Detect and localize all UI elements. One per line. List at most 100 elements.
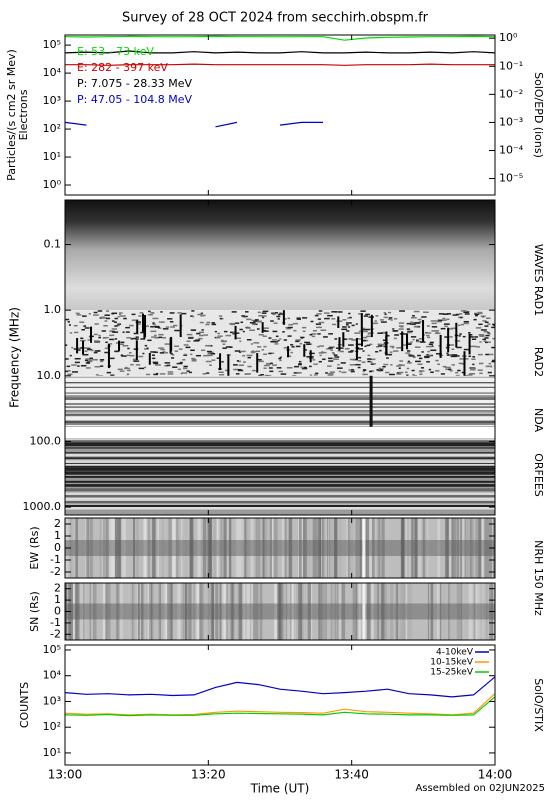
- stripe: [418, 518, 421, 578]
- stripe: [338, 518, 342, 578]
- speckle: [293, 329, 297, 332]
- speckle: [479, 341, 482, 343]
- stripe: [250, 518, 254, 578]
- speckle: [129, 354, 135, 357]
- stripe: [442, 583, 446, 640]
- y-tick-label: 10.0: [37, 369, 62, 382]
- speckle: [272, 330, 278, 333]
- speckle: [190, 329, 197, 331]
- speckle: [405, 343, 412, 346]
- stripe: [124, 518, 127, 578]
- speckle: [238, 364, 244, 366]
- speckle: [362, 327, 366, 330]
- speckle: [246, 327, 251, 329]
- stripe: [485, 518, 487, 578]
- x-tick-label: 13:40: [334, 768, 369, 782]
- stripe: [408, 583, 413, 640]
- speckle: [410, 336, 417, 338]
- speckle: [365, 313, 370, 316]
- speckle: [318, 310, 323, 312]
- band: [65, 506, 495, 510]
- panel-frame: [64, 34, 496, 196]
- speckle: [309, 365, 312, 368]
- stripe: [246, 518, 250, 578]
- speckle: [203, 334, 209, 336]
- speckle: [338, 311, 343, 313]
- speckle: [197, 337, 203, 340]
- speckle: [428, 368, 432, 371]
- stripe: [189, 518, 193, 578]
- stripe: [138, 583, 140, 640]
- right-label: NRH 150 MHz: [532, 540, 545, 616]
- speckle: [174, 350, 179, 352]
- speckle: [154, 326, 161, 328]
- stripe: [191, 583, 193, 640]
- speckle: [172, 366, 178, 368]
- stripe: [115, 518, 117, 578]
- speckle: [396, 365, 401, 367]
- speckle: [417, 326, 420, 328]
- speckle: [414, 346, 421, 348]
- stripe: [409, 518, 412, 578]
- speckle: [257, 311, 261, 314]
- stripe: [161, 583, 165, 640]
- speckle: [270, 320, 274, 322]
- speckle: [459, 313, 463, 315]
- speckle: [449, 336, 453, 338]
- speckle: [170, 326, 175, 328]
- speckle: [477, 311, 483, 314]
- speckle: [375, 315, 379, 317]
- speckle: [176, 362, 183, 365]
- speckle: [344, 348, 350, 350]
- speckle: [358, 313, 363, 315]
- speckle: [152, 357, 156, 360]
- speckle: [268, 337, 272, 339]
- stripe: [105, 583, 109, 640]
- stripe: [341, 583, 345, 640]
- speckle: [167, 373, 174, 375]
- speckle: [158, 321, 165, 323]
- speckle: [258, 360, 264, 363]
- burst: [401, 331, 404, 352]
- right-label: SolO/EPD (ions): [532, 72, 545, 158]
- speckle: [393, 337, 397, 340]
- y-tick-label: 10¹: [43, 150, 61, 163]
- stripe: [196, 583, 200, 640]
- speckle: [283, 347, 288, 349]
- speckle: [280, 373, 287, 375]
- speckle: [378, 345, 383, 347]
- legend-label: P: 7.075 - 28.33 MeV: [77, 77, 193, 90]
- speckle: [180, 372, 183, 375]
- speckle: [110, 343, 113, 345]
- y-tick-label: 10⁰: [43, 178, 62, 191]
- speckle: [279, 356, 282, 359]
- speckle: [323, 312, 330, 314]
- speckle: [261, 349, 265, 351]
- speckle: [412, 356, 416, 358]
- speckle: [370, 361, 373, 363]
- stripe: [150, 583, 153, 640]
- y-tick-label: 10¹: [43, 746, 61, 759]
- speckle: [406, 331, 412, 334]
- speckle: [71, 364, 77, 366]
- speckle: [362, 350, 365, 352]
- y-tick-label: 2: [54, 582, 61, 595]
- speckle: [301, 367, 308, 370]
- stripe: [274, 583, 278, 640]
- speckle: [263, 367, 267, 370]
- speckle: [372, 322, 379, 325]
- speckle: [437, 319, 443, 322]
- speckle: [125, 331, 130, 333]
- burst: [143, 323, 146, 339]
- speckle: [406, 367, 410, 370]
- speckle: [75, 312, 80, 315]
- speckle: [218, 371, 224, 374]
- speckle: [480, 329, 487, 331]
- speckle: [290, 344, 294, 346]
- speckle: [98, 336, 102, 339]
- stripe: [356, 583, 358, 640]
- speckle: [317, 318, 321, 320]
- speckle: [317, 333, 321, 335]
- speckle: [254, 319, 259, 321]
